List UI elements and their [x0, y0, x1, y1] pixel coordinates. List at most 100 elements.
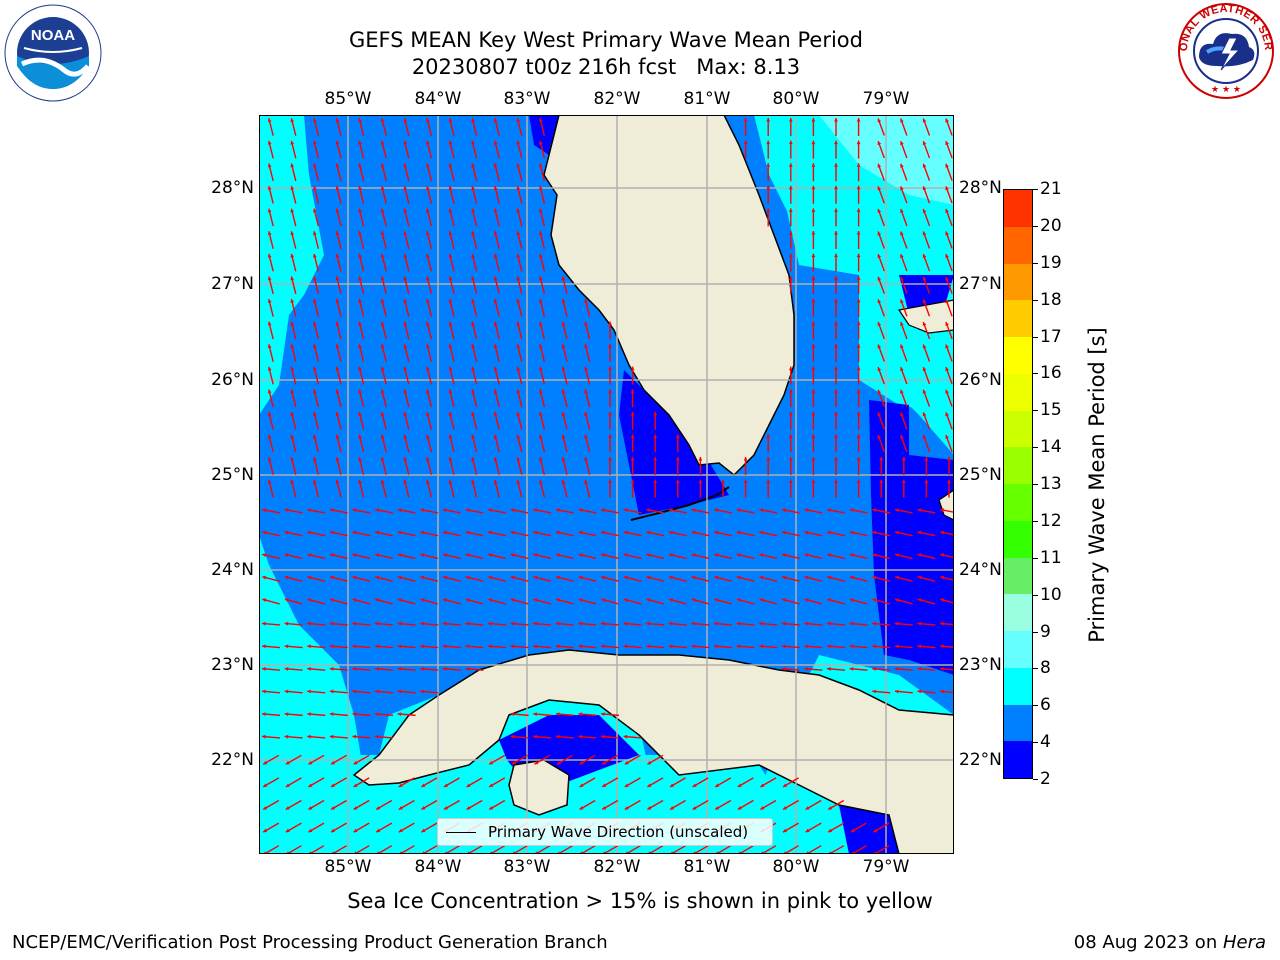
direction-arrowhead [555, 712, 560, 717]
direction-arrowhead [471, 231, 475, 236]
direction-arrowhead [849, 667, 854, 671]
direction-arrowhead [313, 434, 317, 439]
direction-arrowhead [329, 644, 334, 649]
direction-arrowhead [714, 553, 719, 558]
direction-arrowhead [759, 530, 764, 535]
direction-arrowhead [760, 783, 765, 787]
direction-arrowhead [489, 806, 494, 810]
direction-arrowhead [623, 530, 628, 535]
direction-arrowhead [330, 553, 334, 558]
direction-arrowhead [267, 253, 272, 258]
direction-arrowhead [788, 411, 793, 416]
direction-arrowhead [290, 208, 295, 213]
direction-arrowhead [307, 508, 312, 513]
direction-arrowhead [313, 208, 317, 213]
direction-arrowhead [945, 118, 949, 123]
direction-arrowhead [578, 575, 583, 580]
noaa-logo-text: NOAA [31, 27, 75, 44]
direction-arrowhead [856, 434, 861, 438]
direction-arrowhead [811, 411, 816, 416]
direction-arrowhead [743, 479, 748, 484]
direction-arrowhead [448, 344, 453, 349]
direction-arrowhead [900, 231, 904, 236]
direction-arrowhead [922, 141, 927, 146]
direction-arrowhead [579, 806, 584, 810]
direction-arrowhead [584, 321, 588, 326]
colorbar-segment [1004, 741, 1032, 778]
direction-arrowhead [403, 389, 408, 394]
direction-arrowhead [516, 412, 521, 416]
direction-arrowhead [811, 140, 816, 145]
direction-arrowhead [940, 621, 944, 626]
direction-arrowhead [630, 457, 635, 461]
direction-arrowhead [922, 118, 927, 123]
isla-de-la-juventud [508, 759, 570, 816]
direction-arrowhead [448, 434, 453, 439]
direction-arrowhead [267, 186, 272, 190]
direction-arrowhead [601, 530, 606, 535]
lon-label-bottom: 82°W [593, 857, 641, 877]
direction-arrowhead [397, 598, 402, 602]
direction-arrowhead [811, 231, 816, 235]
direction-arrowhead [380, 366, 385, 371]
direction-arrowhead [466, 806, 471, 810]
chart-subtitle-run: 20230807 t00z 216h fcst Max: 8.13 [411, 55, 801, 79]
direction-arrowhead [811, 321, 816, 325]
direction-arrowhead [646, 530, 651, 535]
direction-arrowhead [811, 185, 816, 190]
direction-arrowhead [766, 208, 771, 212]
direction-arrowhead [489, 760, 494, 765]
direction-arrowhead [834, 434, 838, 438]
direction-arrowhead [426, 118, 430, 123]
direction-arrowhead [442, 644, 447, 649]
direction-arrowhead [471, 276, 475, 281]
direction-arrowhead [900, 186, 904, 191]
direction-arrowhead [375, 575, 380, 580]
direction-arrowhead [330, 598, 335, 602]
direction-arrowhead [945, 186, 949, 191]
direction-arrowhead [900, 321, 904, 326]
direction-arrowhead [555, 734, 560, 739]
direction-arrowhead [421, 806, 426, 810]
direction-arrowhead [804, 575, 809, 580]
colorbar-segment [1004, 300, 1032, 337]
direction-arrowhead [556, 553, 560, 558]
direction-arrowhead [630, 411, 635, 416]
direction-arrowhead [783, 806, 788, 810]
direction-arrowhead [945, 321, 949, 326]
direction-arrowhead [510, 621, 515, 626]
direction-arrowhead [403, 276, 408, 281]
direction-arrowhead [465, 530, 470, 535]
direction-arrowhead [290, 186, 295, 190]
direction-arrowhead [262, 508, 266, 513]
direction-arrowhead [516, 457, 521, 462]
direction-arrowhead [510, 530, 515, 535]
direction-arrowhead [788, 208, 793, 212]
direction-arrowhead [781, 530, 786, 535]
sea-ice-note: Sea Ice Concentration > 15% is shown in … [347, 889, 933, 913]
direction-arrowhead [335, 366, 340, 371]
direction-arrowhead [516, 434, 521, 439]
direction-arrowhead [380, 276, 385, 281]
direction-arrowhead [308, 783, 313, 787]
direction-arrowhead [308, 806, 313, 810]
direction-arrowhead [894, 508, 899, 513]
florida-landmass [543, 115, 795, 477]
direction-arrowhead [834, 298, 838, 303]
direction-arrowhead [397, 644, 402, 649]
direction-arrowhead [922, 367, 927, 372]
direction-arrowhead [335, 208, 340, 213]
direction-arrowhead [376, 828, 381, 833]
direction-arrowhead [692, 806, 697, 810]
direction-arrowhead [426, 366, 430, 371]
direction-arrowhead [805, 806, 810, 810]
direction-arrowhead [263, 760, 268, 765]
direction-arrowhead [766, 163, 771, 167]
direction-arrowhead [922, 389, 927, 394]
direction-arrowhead [335, 344, 340, 349]
direction-arrowhead [307, 734, 311, 739]
direction-arrowhead [895, 553, 899, 558]
period-2-4s-florida-bay [619, 370, 729, 515]
direction-arrowhead [922, 231, 927, 236]
direction-arrowhead [335, 253, 340, 258]
